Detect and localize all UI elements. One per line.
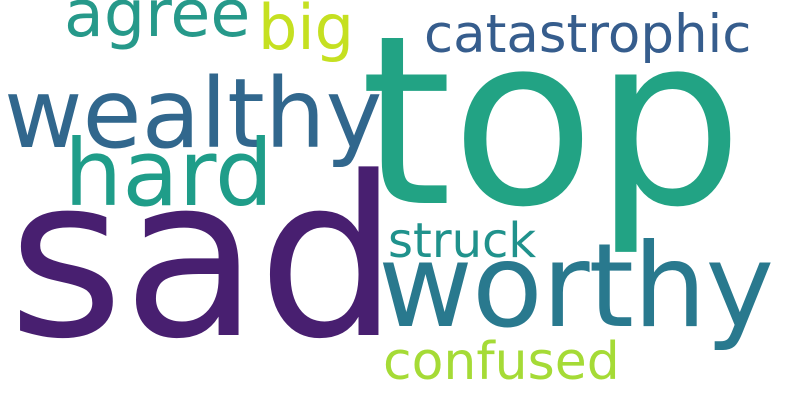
- word-hard: hard: [64, 120, 274, 227]
- word-worthy: worthy: [378, 219, 774, 354]
- word-catastrophic: catastrophic: [424, 4, 752, 65]
- word-sad: sad: [8, 130, 399, 388]
- word-struck: struck: [388, 213, 537, 269]
- word-agree: agree: [64, 0, 251, 52]
- word-confused: confused: [383, 332, 620, 392]
- word-top: top: [360, 0, 743, 259]
- word-big: big: [258, 0, 354, 64]
- word-wealthy: wealthy: [4, 58, 383, 170]
